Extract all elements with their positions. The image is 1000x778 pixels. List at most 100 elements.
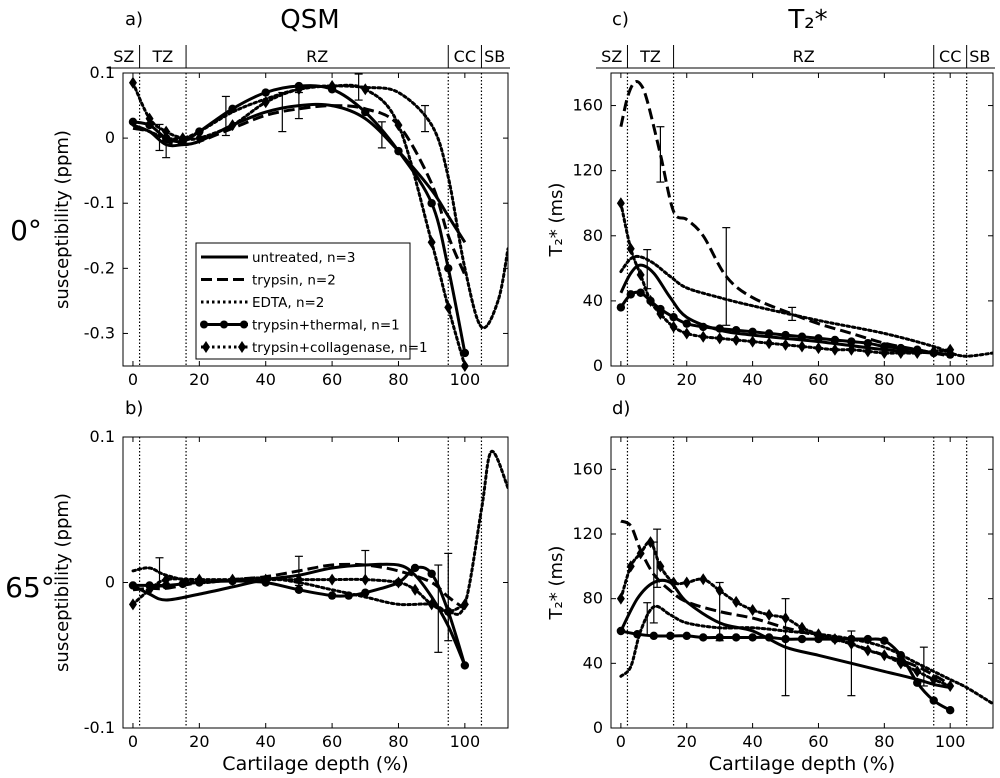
x-tick-label: 100 [935, 732, 966, 751]
data-point-diamond [145, 583, 154, 596]
plot-frame [610, 72, 994, 367]
data-point-diamond [896, 657, 905, 670]
data-point-diamond [646, 294, 655, 307]
data-point-diamond [228, 573, 237, 586]
data-point-diamond [145, 112, 154, 125]
data-point-diamond [765, 337, 774, 350]
y-tick-label: -0.1 [84, 718, 115, 737]
x-tick-label: 60 [808, 370, 828, 389]
data-point-diamond [162, 125, 171, 138]
data-point-circle [797, 634, 807, 644]
data-point-circle [294, 585, 304, 594]
data-point-diamond [294, 573, 303, 586]
data-point-diamond [669, 320, 678, 333]
data-point-circle [626, 290, 635, 299]
data-point-circle [764, 633, 774, 642]
y-tick-label: 120 [572, 524, 603, 543]
data-point-circle [394, 146, 403, 156]
data-point-diamond [195, 573, 204, 586]
zone-label-cc: CC [939, 47, 961, 66]
y-tick-label: -0.2 [84, 258, 115, 277]
y-tick-label: 0 [105, 128, 115, 147]
data-point-diamond [946, 343, 955, 356]
data-point-circle [880, 636, 889, 645]
zone-label-sb: SB [484, 47, 505, 66]
data-point-circle [145, 120, 154, 130]
x-tick-label: 40 [256, 732, 276, 751]
legend-marker-diamond [238, 341, 246, 353]
data-point-diamond [863, 644, 872, 657]
data-point-diamond [361, 573, 370, 586]
data-point-circle [344, 591, 353, 600]
row-label-65deg: 65° [5, 571, 55, 604]
x-tick-label: 80 [388, 732, 408, 751]
data-point-diamond [732, 595, 741, 608]
y-axis-label: susceptibility (ppm) [52, 130, 73, 309]
data-point-diamond [913, 346, 922, 359]
data-point-diamond [656, 307, 665, 320]
legend-label: EDTA, n=2 [252, 295, 324, 311]
x-axis-label: Cartilage depth (%) [709, 753, 895, 775]
data-point-diamond [626, 560, 635, 573]
legend-label: trypsin, n=2 [252, 273, 336, 289]
legend-marker-circle [220, 320, 228, 329]
x-tick-label: 40 [742, 732, 762, 751]
data-point-circle [814, 334, 823, 343]
data-point-circle [731, 325, 741, 335]
data-point-circle [636, 288, 645, 297]
data-point-diamond [394, 119, 403, 132]
legend-label: trypsin+thermal, n=1 [252, 318, 400, 334]
legend-box [195, 242, 411, 360]
y-tick-label: -0.1 [84, 193, 115, 212]
zone-label-tz: TZ [639, 47, 661, 66]
legend-marker-circle [200, 320, 208, 329]
panel-3: d) 0 20 40 60 80 100 0 40 80 120 160 T₂* (ms) Cartila… [546, 398, 994, 775]
data-point-diamond [781, 338, 790, 351]
data-point-diamond [626, 242, 635, 255]
y-tick-label: 160 [572, 96, 603, 115]
data-point-diamond [929, 345, 938, 358]
data-point-diamond [162, 573, 171, 586]
x-tick-label: 0 [128, 732, 138, 751]
data-point-diamond [682, 327, 691, 340]
data-point-circle [781, 330, 790, 340]
column-title-t2star: T₂* [787, 5, 827, 35]
data-point-diamond [460, 360, 469, 372]
x-tick-label: 40 [742, 370, 762, 389]
data-point-diamond [636, 268, 645, 281]
data-point-circle [896, 651, 905, 660]
zone-label-sz: SZ [113, 47, 134, 66]
x-tick-label: 60 [322, 732, 342, 751]
data-point-diamond [830, 633, 839, 646]
data-point-diamond [195, 132, 204, 145]
data-point-circle [633, 630, 642, 639]
y-tick-label: 160 [572, 459, 603, 478]
plot-frame [610, 436, 994, 729]
series-line-1 [132, 104, 467, 276]
data-point-diamond [715, 584, 724, 597]
data-point-circle [178, 579, 187, 589]
data-point-diamond [814, 342, 823, 355]
data-point-circle [427, 199, 436, 208]
data-point-diamond [646, 536, 655, 549]
data-point-diamond [669, 576, 678, 589]
y-tick-label: 40 [583, 653, 603, 672]
data-point-circle [460, 348, 470, 358]
y-tick-label: 80 [583, 589, 603, 608]
data-point-circle [913, 678, 922, 687]
data-point-diamond [699, 573, 708, 586]
data-point-circle [748, 327, 757, 337]
x-tick-label: 20 [677, 732, 697, 751]
data-point-circle [444, 264, 453, 273]
row-label-0deg: 0° [10, 214, 42, 247]
x-tick-label: 100 [935, 370, 966, 389]
data-point-diamond [847, 637, 856, 650]
data-point-diamond [228, 119, 237, 132]
data-point-diamond [715, 332, 724, 345]
data-point-circle [427, 569, 436, 578]
data-point-diamond [427, 598, 436, 611]
data-point-circle [682, 631, 691, 641]
data-point-diamond [798, 621, 806, 634]
data-point-circle [128, 581, 138, 590]
data-point-circle [715, 633, 724, 642]
